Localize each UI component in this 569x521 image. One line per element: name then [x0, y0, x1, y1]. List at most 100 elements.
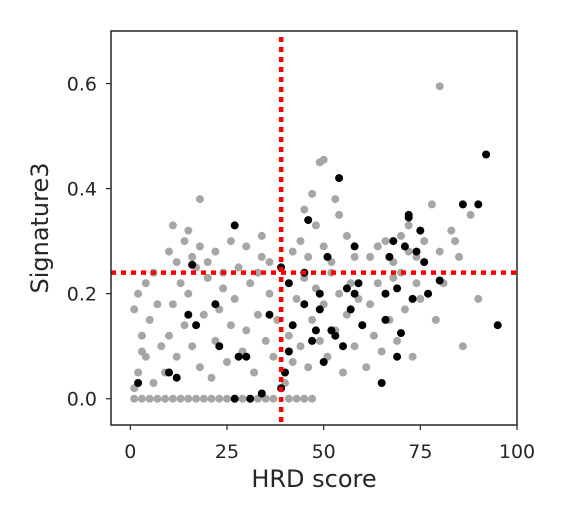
data-point-s1-9: [235, 353, 243, 361]
data-point-s0-11: [215, 395, 223, 403]
data-point-s1-3: [184, 311, 192, 319]
data-point-s0-37: [165, 332, 173, 340]
y-tick-label-0: 0.0: [67, 389, 97, 411]
data-point-s1-7: [215, 342, 223, 350]
data-point-s0-0: [130, 395, 138, 403]
data-point-s0-54: [184, 227, 192, 235]
data-point-s0-47: [204, 274, 212, 282]
data-point-s0-27: [157, 342, 165, 350]
data-point-s1-54: [420, 258, 428, 266]
data-point-s1-45: [393, 284, 401, 292]
data-point-s0-129: [409, 353, 417, 361]
data-point-s0-107: [320, 242, 328, 250]
data-point-s1-35: [347, 305, 355, 313]
data-point-s1-21: [300, 300, 308, 308]
data-point-s1-42: [382, 316, 390, 324]
data-point-s1-58: [474, 200, 482, 208]
data-point-s1-23: [304, 216, 312, 224]
data-point-s1-55: [424, 290, 432, 298]
data-point-s1-46: [393, 353, 401, 361]
data-point-s1-48: [401, 242, 409, 250]
x-tick-label-1: 25: [215, 441, 239, 463]
data-point-s0-40: [177, 279, 185, 287]
data-point-s0-77: [242, 242, 250, 250]
data-point-s0-4: [161, 395, 169, 403]
data-point-s1-33: [339, 342, 347, 350]
data-point-s1-43: [385, 253, 393, 261]
data-point-s0-88: [304, 363, 312, 371]
data-point-s0-72: [266, 290, 274, 298]
data-point-s0-112: [308, 190, 316, 198]
data-point-s1-36: [351, 290, 359, 298]
data-point-s0-28: [138, 332, 146, 340]
data-point-s0-61: [223, 358, 231, 366]
y-axis-label: Signature3: [26, 162, 54, 293]
data-point-s0-32: [142, 279, 150, 287]
x-tick-label-4: 100: [499, 441, 535, 463]
x-axis-label: HRD score: [251, 465, 376, 493]
data-point-s0-39: [173, 353, 181, 361]
data-point-s0-86: [297, 342, 305, 350]
data-point-s0-43: [188, 342, 196, 350]
data-point-s0-130: [413, 279, 421, 287]
data-point-s0-42: [184, 290, 192, 298]
data-point-s0-83: [285, 332, 293, 340]
data-point-s0-56: [196, 195, 204, 203]
data-point-s1-52: [413, 248, 421, 256]
data-point-s0-131: [416, 295, 424, 303]
points-layer: [130, 82, 502, 403]
data-point-s0-119: [370, 332, 378, 340]
data-point-s0-49: [173, 258, 181, 266]
data-point-s0-148: [459, 342, 467, 350]
data-point-s1-31: [331, 332, 339, 340]
data-point-s1-32: [335, 174, 343, 182]
data-point-s0-63: [231, 295, 239, 303]
data-point-s1-14: [258, 390, 266, 398]
data-point-s0-121: [378, 348, 386, 356]
data-point-s0-127: [401, 305, 409, 313]
data-point-s0-132: [366, 253, 374, 261]
data-point-s0-2: [146, 395, 154, 403]
data-point-s0-135: [389, 274, 397, 282]
data-point-s0-85: [293, 295, 301, 303]
data-point-s0-91: [316, 337, 324, 345]
data-point-s0-76: [227, 237, 235, 245]
threshold-layer: [111, 37, 517, 425]
data-point-s0-9: [200, 395, 208, 403]
data-point-s1-53: [416, 227, 424, 235]
data-point-s0-3: [153, 395, 161, 403]
data-point-s1-6: [211, 300, 219, 308]
data-point-s1-5: [192, 321, 200, 329]
data-point-s0-106: [312, 221, 320, 229]
data-point-s1-13: [266, 311, 274, 319]
data-point-s1-38: [355, 279, 363, 287]
data-point-s0-62: [227, 321, 235, 329]
data-point-s0-139: [420, 237, 428, 245]
data-point-s1-57: [459, 200, 467, 208]
data-point-s0-52: [196, 242, 204, 250]
data-point-s0-145: [451, 237, 459, 245]
data-point-s0-38: [169, 300, 177, 308]
data-point-s1-44: [389, 237, 397, 245]
data-point-s0-34: [130, 305, 138, 313]
data-point-s0-66: [242, 326, 250, 334]
data-point-s0-55: [169, 221, 177, 229]
data-point-s1-11: [231, 395, 239, 403]
y-tick-label-3: 0.6: [67, 74, 97, 96]
data-point-s0-71: [262, 337, 270, 345]
data-point-s0-146: [455, 253, 463, 261]
data-point-s0-57: [208, 374, 216, 382]
data-point-s0-110: [343, 232, 351, 240]
y-tick-label-2: 0.4: [67, 179, 97, 201]
data-point-s0-20: [293, 395, 301, 403]
data-point-s1-37: [351, 242, 359, 250]
data-point-s0-51: [188, 253, 196, 261]
data-point-s0-48: [165, 248, 173, 256]
data-point-s0-151: [436, 82, 444, 90]
data-point-s0-64: [235, 263, 243, 271]
data-point-s0-1: [138, 395, 146, 403]
data-point-s0-19: [285, 395, 293, 403]
data-point-s0-120: [374, 279, 382, 287]
data-point-s0-84: [289, 358, 297, 366]
